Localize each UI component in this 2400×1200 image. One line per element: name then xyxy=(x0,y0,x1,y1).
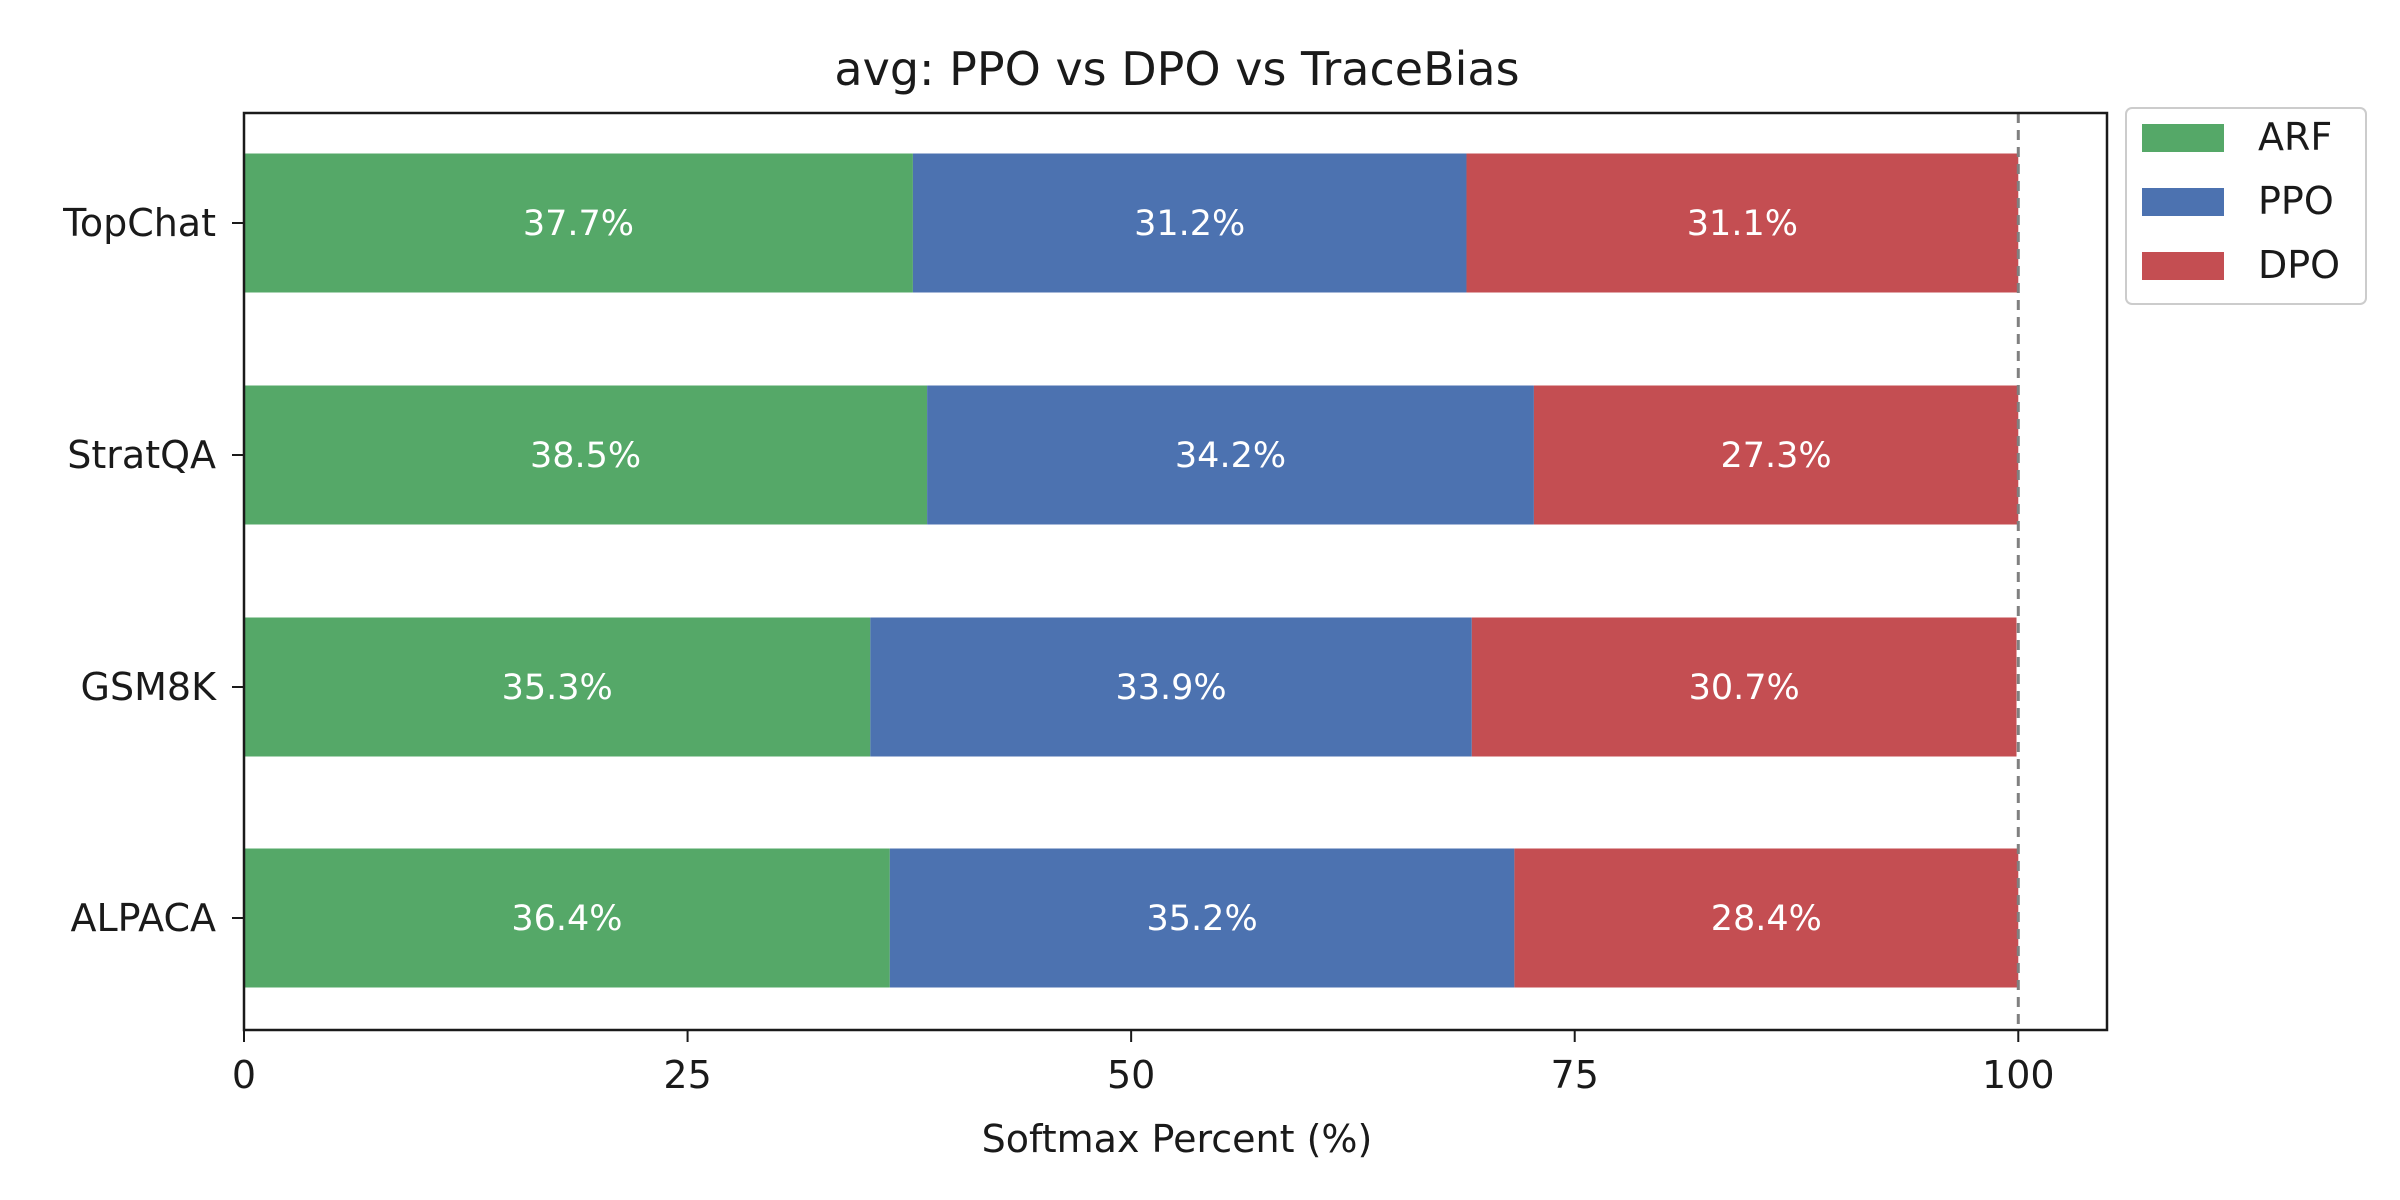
bar-value-label: 34.2% xyxy=(1175,436,1286,476)
x-tick-label: 75 xyxy=(1551,1053,1599,1097)
x-tick-label: 25 xyxy=(663,1053,711,1097)
bar-value-label: 28.4% xyxy=(1711,899,1822,939)
bar-value-label: 36.4% xyxy=(511,899,622,939)
bar-value-label: 35.3% xyxy=(502,668,613,708)
bar-ppo-alpaca xyxy=(889,848,1515,988)
bar-value-label: 31.2% xyxy=(1134,204,1245,244)
y-tick-label: ALPACA xyxy=(70,896,216,940)
bar-value-label: 35.2% xyxy=(1147,899,1258,939)
bar-value-label: 38.5% xyxy=(530,436,641,476)
y-tick-label: StratQA xyxy=(67,433,216,477)
bar-dpo-topchat xyxy=(1466,153,2019,293)
plot-frame xyxy=(242,111,2109,1032)
x-axis: TopChat StratQA GSM8K ALPACA 0 25 50 75 100 xyxy=(62,111,2109,1097)
legend-swatch-dpo xyxy=(2142,252,2224,280)
bar-arf-gsm8k xyxy=(244,617,871,757)
x-tick-label: 50 xyxy=(1107,1053,1155,1097)
legend: ARF PPO DPO xyxy=(2125,107,2367,305)
chart-title: avg: PPO vs DPO vs TraceBias xyxy=(834,42,1519,96)
bar-arf-alpaca xyxy=(244,848,890,988)
legend-swatch-ppo xyxy=(2142,188,2224,216)
bar-value-label: 27.3% xyxy=(1721,436,1832,476)
bar-ppo-topchat xyxy=(912,153,1467,293)
legend-swatch-arf xyxy=(2142,124,2224,152)
legend-label-dpo: DPO xyxy=(2258,243,2340,287)
bar-ppo-gsm8k xyxy=(870,617,1472,757)
bar-dpo-alpaca xyxy=(1514,848,2019,988)
bar-value-label: 30.7% xyxy=(1689,668,1800,708)
x-tick-label: 100 xyxy=(1982,1053,2055,1097)
legend-label-ppo: PPO xyxy=(2258,179,2334,223)
y-tick-label: TopChat xyxy=(62,201,216,245)
bar-dpo-gsm8k xyxy=(1471,617,2017,757)
bar-value-label: 37.7% xyxy=(523,204,634,244)
bar-arf-topchat xyxy=(244,153,913,293)
legend-label-arf: ARF xyxy=(2258,115,2332,159)
bar-ppo-stratqa xyxy=(927,385,1534,525)
bar-dpo-stratqa xyxy=(1533,385,2019,525)
bar-value-label: 31.1% xyxy=(1687,204,1798,244)
y-tick-label: GSM8K xyxy=(81,665,218,709)
plot-area: 37.7% 31.2% 31.1% 38.5% 34.2% 27.3% 35.3% 33.9%… xyxy=(244,113,2020,1030)
x-tick-label: 0 xyxy=(232,1053,256,1097)
bar-arf-stratqa xyxy=(244,385,928,525)
bar-value-label: 33.9% xyxy=(1115,668,1226,708)
x-axis-label: Softmax Percent (%) xyxy=(982,1117,1373,1161)
